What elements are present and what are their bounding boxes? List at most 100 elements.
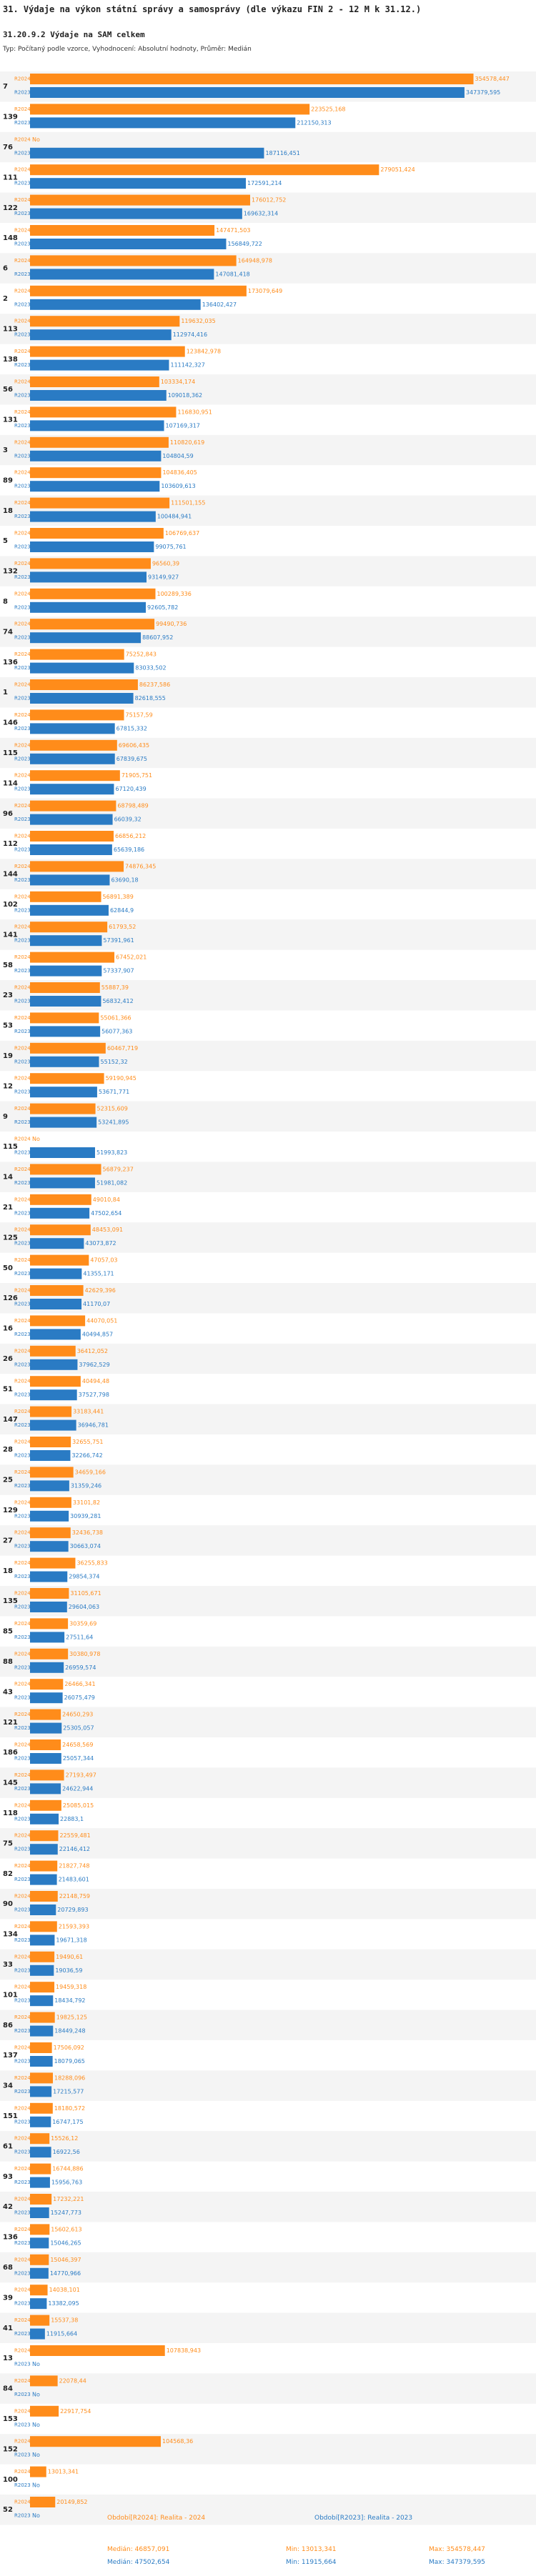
series-label: R2024 — [14, 379, 31, 385]
bar — [30, 2012, 55, 2023]
value-label: No — [32, 2422, 40, 2428]
bar — [30, 1359, 78, 1370]
series-label: R2023 — [14, 453, 31, 459]
category-label: 125 — [3, 1234, 18, 1242]
value-label: 109018,362 — [168, 392, 202, 399]
value-label: 169632,314 — [244, 211, 278, 217]
series-label: R2024 — [14, 1924, 31, 1929]
value-label: 19036,59 — [55, 1967, 82, 1974]
series-label: R2024 — [14, 985, 31, 991]
series-label: R2024 — [14, 561, 31, 566]
series-label: R2024 — [14, 591, 31, 596]
category-label: 85 — [3, 1628, 13, 1636]
series-label: R2024 — [14, 409, 31, 415]
bar — [30, 1662, 64, 1673]
value-label: 29854,374 — [69, 1574, 99, 1580]
series-label: R2023 — [14, 544, 31, 550]
category-label: 114 — [3, 779, 18, 787]
category-label: 41 — [3, 2325, 13, 2332]
series-label: R2023 — [14, 2301, 31, 2307]
series-label: R2024 — [14, 76, 31, 82]
value-label: 18079,065 — [54, 2058, 85, 2065]
bar — [30, 2116, 51, 2127]
value-label: 17215,577 — [53, 2088, 84, 2095]
series-label: R2023 — [14, 604, 31, 610]
bar — [30, 1042, 106, 1054]
series-label: R2024 — [14, 1591, 31, 1597]
bar — [30, 844, 112, 855]
value-label: 279051,424 — [380, 166, 415, 173]
series-label: R2024 — [14, 2408, 31, 2414]
category-label: 145 — [3, 1779, 18, 1787]
series-label: R2024 — [14, 864, 31, 869]
series-label: R2023 — [14, 1150, 31, 1156]
value-label: 111142,327 — [170, 362, 204, 369]
category-label: 74 — [3, 628, 13, 636]
bar — [30, 359, 169, 371]
series-label: R2024 — [14, 531, 31, 536]
group-band — [0, 1464, 536, 1495]
group-band — [0, 1889, 536, 1919]
series-label: R2024 — [14, 1530, 31, 1536]
value-label: 25085,015 — [63, 1802, 94, 1809]
series-label: R2024 — [14, 1499, 31, 1505]
bar — [30, 1419, 76, 1431]
bar — [30, 1921, 57, 1932]
category-label: 23 — [3, 992, 13, 999]
series-label: R2023 — [14, 756, 31, 762]
bar — [30, 2298, 47, 2310]
value-label: 107838,943 — [167, 2347, 201, 2354]
group-band — [0, 1343, 536, 1374]
value-label: 88607,952 — [142, 634, 173, 641]
bar — [30, 1692, 63, 1704]
value-label: 56879,237 — [103, 1166, 134, 1172]
category-label: 126 — [3, 1294, 18, 1302]
bar — [30, 1571, 68, 1582]
category-label: 7 — [3, 83, 8, 91]
value-label: 104836,405 — [162, 469, 197, 476]
value-label: 22148,759 — [59, 1893, 90, 1899]
series-label: R2024 — [14, 1045, 31, 1051]
series-label: R2023 — [14, 696, 31, 702]
value-label: 116830,951 — [177, 409, 212, 415]
value-label: 53241,895 — [98, 1119, 129, 1126]
series-label: R2024 — [14, 2105, 31, 2111]
series-label: R2023 — [14, 1422, 31, 1428]
bar — [30, 1891, 58, 1902]
value-label: 25057,344 — [63, 1755, 94, 1762]
category-label: 56 — [3, 386, 13, 394]
bar — [30, 450, 162, 461]
category-label: 1 — [3, 689, 8, 697]
category-label: 33 — [3, 1961, 13, 1969]
value-label: 92605,782 — [147, 604, 178, 611]
series-label: R2023 — [14, 665, 31, 671]
category-label: 34 — [3, 2082, 13, 2090]
value-label: 30663,074 — [70, 1543, 101, 1549]
series-label: R2023 — [14, 1302, 31, 1307]
bar — [30, 2285, 48, 2296]
series-label: R2024 — [14, 2469, 31, 2475]
value-label: 86237,586 — [139, 682, 170, 688]
bar — [30, 2375, 58, 2387]
value-label: 100484,941 — [157, 514, 192, 520]
bar — [30, 1389, 77, 1401]
value-label: 16922,56 — [53, 2149, 80, 2155]
value-label: 93149,927 — [148, 574, 179, 580]
series-label: R2023 — [14, 726, 31, 732]
value-label: 14770,966 — [50, 2270, 81, 2277]
bar — [30, 1254, 89, 1266]
bar — [30, 1753, 61, 1764]
value-label: 106769,637 — [165, 530, 199, 536]
bar — [30, 1722, 62, 1734]
bar — [30, 2086, 52, 2097]
series-label: R2023 — [14, 362, 31, 368]
footer-median: Medián: 46857,091 — [107, 2546, 170, 2553]
category-label: 148 — [3, 234, 18, 242]
value-label: 66856,212 — [115, 833, 146, 839]
series-label: R2023 — [14, 1725, 31, 1731]
bar — [30, 1709, 61, 1720]
bar — [30, 982, 100, 993]
bar — [30, 164, 379, 176]
series-label: R2024 — [14, 1137, 31, 1142]
series-label: R2024 — [14, 621, 31, 627]
